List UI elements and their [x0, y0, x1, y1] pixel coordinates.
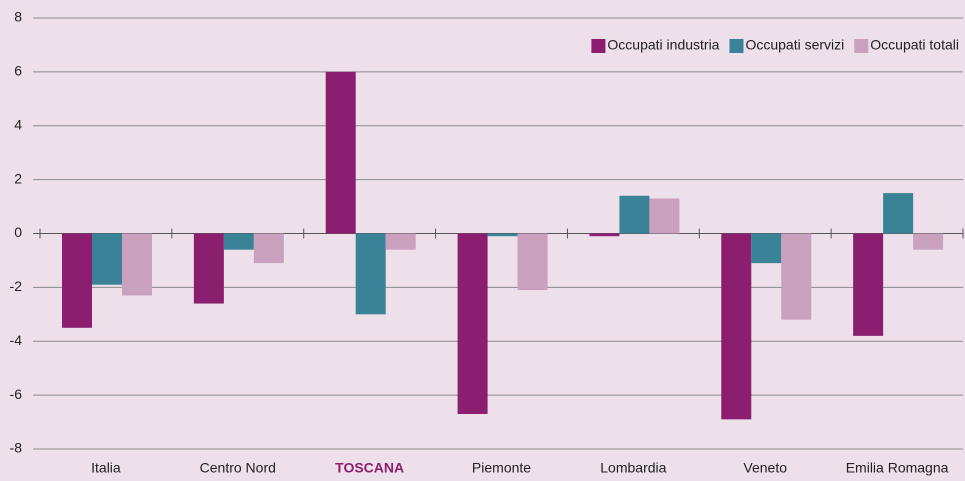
- bar: [385, 233, 416, 250]
- bar: [457, 233, 488, 414]
- y-tick-label: -2: [10, 278, 23, 294]
- bar: [92, 233, 122, 285]
- legend-label: Occupati totali: [870, 37, 959, 53]
- bar: [223, 233, 254, 250]
- bar: [193, 233, 224, 304]
- bar: [355, 233, 386, 315]
- bar: [781, 233, 812, 320]
- bar: [619, 195, 650, 234]
- bar: [517, 233, 548, 291]
- x-tick-label: Veneto: [743, 460, 787, 476]
- y-tick-label: 6: [14, 63, 22, 79]
- bar: [721, 233, 752, 420]
- legend-swatch: [854, 39, 869, 53]
- y-tick-label: 8: [14, 9, 22, 25]
- bar: [751, 233, 782, 264]
- bar: [913, 233, 944, 250]
- bar: [62, 233, 92, 328]
- legend-swatch: [729, 39, 744, 53]
- y-tick-label: 2: [14, 170, 22, 186]
- bar: [589, 233, 620, 237]
- bar: [122, 233, 152, 296]
- x-tick-label: Lombardia: [600, 460, 666, 476]
- bar: [487, 233, 518, 237]
- y-tick-label: 4: [14, 116, 22, 132]
- bar: [853, 233, 884, 336]
- y-tick-label: -4: [10, 332, 23, 348]
- x-tick-label: TOSCANA: [335, 460, 404, 476]
- legend-label: Occupati industria: [607, 37, 719, 53]
- x-tick-label: Italia: [91, 460, 121, 476]
- y-tick-label: 0: [14, 224, 22, 240]
- bar: [253, 233, 284, 264]
- legend-label: Occupati servizi: [745, 37, 844, 53]
- x-tick-label: Emilia Romagna: [846, 460, 949, 476]
- legend-swatch: [591, 39, 606, 53]
- bar: [649, 198, 680, 234]
- y-tick-label: -6: [10, 386, 23, 402]
- x-tick-label: Centro Nord: [200, 460, 276, 476]
- bar: [883, 193, 914, 234]
- bar: [325, 71, 356, 234]
- y-tick-label: -8: [10, 440, 23, 456]
- x-tick-label: Piemonte: [472, 460, 531, 476]
